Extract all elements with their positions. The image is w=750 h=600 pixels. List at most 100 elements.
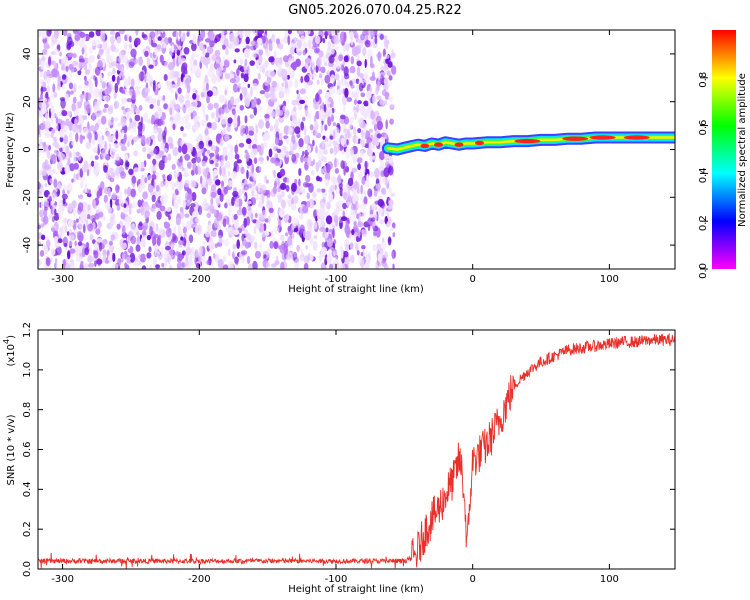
noise-speckle [122, 253, 125, 260]
snr-x-ticks: -300 -200 -100 0 100 [51, 330, 619, 585]
noise-speckle [100, 30, 106, 35]
noise-speckle [78, 194, 83, 200]
noise-speckle [89, 125, 96, 132]
noise-speckle [129, 252, 136, 263]
noise-speckle [322, 156, 328, 163]
noise-speckle [54, 257, 58, 265]
noise-speckle [342, 202, 347, 210]
noise-speckle [120, 117, 127, 127]
noise-speckle [201, 187, 207, 195]
noise-speckle [316, 79, 320, 85]
noise-speckle [261, 210, 267, 220]
noise-speckle [345, 131, 351, 139]
noise-speckle [112, 263, 119, 269]
noise-speckle [242, 195, 246, 201]
noise-speckle [241, 86, 248, 94]
noise-speckle [370, 55, 373, 66]
noise-speckle [123, 203, 127, 208]
noise-speckle [52, 204, 56, 210]
noise-speckle [290, 70, 295, 79]
noise-speckle [71, 103, 76, 112]
noise-speckle [72, 53, 77, 59]
colorbar-tick-label: 0.2 [698, 215, 709, 231]
noise-speckle [147, 174, 153, 182]
noise-speckle [380, 241, 387, 250]
noise-speckle [299, 99, 306, 104]
noise-speckle [176, 49, 181, 56]
noise-speckle [355, 78, 360, 84]
noise-speckle [42, 48, 48, 56]
noise-speckle [48, 144, 51, 151]
noise-speckle [337, 174, 342, 185]
noise-speckle [318, 73, 323, 79]
noise-speckle [347, 258, 351, 263]
noise-speckle [78, 40, 85, 48]
noise-speckle [361, 261, 364, 269]
colorbar: 0.0 0.2 0.4 0.6 0.8 Normalized spectral ampl… [698, 30, 748, 279]
noise-speckle [378, 150, 386, 161]
noise-speckle [231, 251, 235, 260]
noise-speckle [369, 76, 376, 81]
snr-y-exponent-power: 4 [2, 339, 11, 344]
noise-speckle [72, 149, 77, 160]
noise-speckle [389, 118, 394, 125]
noise-speckle [316, 111, 319, 119]
noise-speckle [241, 256, 245, 264]
noise-speckle [62, 30, 68, 37]
noise-speckle [360, 106, 366, 116]
noise-speckle [138, 254, 141, 260]
noise-speckle [46, 85, 50, 94]
noise-speckle [370, 110, 375, 120]
noise-speckle [360, 103, 365, 108]
noise-speckle [291, 153, 297, 163]
noise-speckle [391, 222, 396, 229]
noise-speckle [62, 55, 69, 65]
noise-speckle [93, 161, 97, 167]
noise-speckle [331, 114, 334, 122]
noise-speckle [234, 144, 238, 155]
noise-speckle [384, 251, 388, 259]
noise-speckle [222, 218, 227, 228]
noise-speckle [244, 97, 250, 106]
noise-speckle [175, 217, 181, 226]
x-tick-label: 100 [600, 274, 619, 285]
track-peak [514, 138, 541, 144]
noise-speckle [342, 46, 346, 52]
noise-speckle [64, 164, 70, 174]
noise-speckle [163, 103, 169, 110]
noise-speckle [229, 32, 235, 43]
noise-speckle [128, 61, 135, 69]
noise-speckle [138, 162, 142, 173]
noise-speckle [324, 124, 328, 131]
noise-speckle [111, 147, 118, 153]
noise-speckle [215, 34, 221, 42]
noise-speckle [163, 221, 171, 229]
noise-speckle [243, 73, 249, 83]
y-tick-label: -20 [22, 189, 33, 205]
noise-speckle [287, 199, 292, 208]
noise-speckle [205, 114, 209, 122]
noise-speckle [215, 179, 221, 186]
noise-speckle [310, 62, 314, 67]
noise-speckle [116, 205, 121, 211]
noise-speckle [325, 163, 331, 174]
noise-speckle [104, 160, 108, 166]
noise-speckle [350, 38, 354, 46]
noise-speckle [38, 127, 41, 135]
noise-speckle [390, 192, 396, 197]
noise-speckle [167, 37, 173, 44]
noise-speckle [310, 254, 314, 261]
noise-speckle [94, 122, 99, 131]
noise-speckle [228, 206, 232, 217]
noise-speckle [299, 214, 304, 220]
noise-speckle [278, 219, 282, 229]
noise-speckle [367, 224, 371, 232]
noise-speckle [282, 87, 289, 94]
noise-speckle [234, 219, 239, 230]
noise-speckle [93, 88, 100, 98]
snr-x-label: Height of straight line (km) [288, 584, 424, 595]
noise-speckle [222, 264, 229, 269]
noise-speckle [171, 163, 176, 170]
noise-speckle [217, 258, 224, 269]
